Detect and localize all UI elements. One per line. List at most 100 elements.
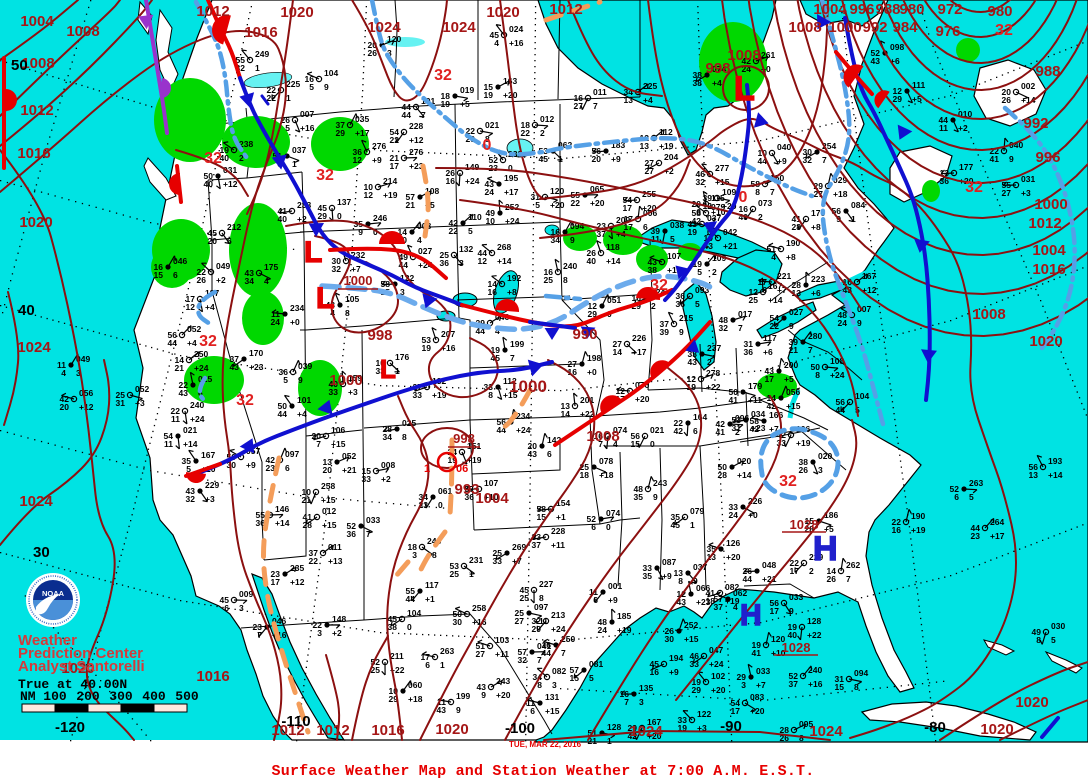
svg-text:5: 5	[468, 226, 473, 236]
svg-text:300: 300	[109, 689, 133, 704]
svg-text:45: 45	[220, 595, 230, 605]
svg-text:+23: +23	[249, 362, 264, 372]
svg-text:12: 12	[364, 190, 374, 200]
svg-text:True at 40.00N: True at 40.00N	[18, 677, 127, 692]
svg-text:1024: 1024	[809, 723, 843, 740]
svg-text:073: 073	[758, 198, 772, 208]
svg-text:074: 074	[606, 508, 620, 518]
svg-text:3: 3	[76, 368, 81, 378]
svg-text:229: 229	[809, 552, 823, 562]
svg-text:Surface Weather Map and Statio: Surface Weather Map and Station Weather …	[272, 763, 815, 780]
svg-text:120: 120	[387, 34, 401, 44]
svg-text:201: 201	[580, 395, 594, 405]
svg-text:194: 194	[669, 653, 683, 663]
svg-text:TUE, MAR 22, 2016: TUE, MAR 22, 2016	[509, 740, 582, 749]
svg-text:+0: +0	[587, 367, 597, 377]
svg-text:5: 5	[309, 82, 314, 92]
svg-text:17: 17	[765, 374, 775, 384]
svg-text:28: 28	[303, 520, 313, 530]
svg-text:26: 26	[1002, 95, 1012, 105]
svg-text:32: 32	[236, 392, 254, 409]
svg-text:15: 15	[835, 682, 845, 692]
svg-text:35: 35	[671, 512, 681, 522]
svg-text:41: 41	[990, 154, 1000, 164]
svg-text:167: 167	[768, 281, 782, 291]
svg-text:20: 20	[1002, 87, 1012, 97]
svg-text:093: 093	[695, 285, 709, 295]
svg-text:263: 263	[440, 646, 454, 656]
svg-text:+15: +15	[322, 520, 337, 530]
svg-text:7: 7	[808, 345, 813, 355]
svg-text:13: 13	[674, 568, 684, 578]
svg-text:+14: +14	[606, 256, 621, 266]
svg-text:45: 45	[388, 614, 398, 624]
svg-text:6: 6	[593, 595, 598, 605]
svg-text:19: 19	[441, 99, 451, 109]
svg-text:+3: +3	[135, 398, 145, 408]
svg-text:972: 972	[937, 1, 962, 18]
svg-text:9: 9	[653, 492, 658, 502]
svg-text:16: 16	[650, 667, 660, 677]
svg-text:107: 107	[484, 478, 498, 488]
svg-text:43: 43	[843, 285, 853, 295]
svg-text:+16: +16	[300, 123, 315, 133]
svg-text:232: 232	[351, 250, 365, 260]
svg-text:35: 35	[634, 492, 644, 502]
svg-text:29: 29	[532, 624, 542, 634]
svg-text:+14: +14	[275, 518, 290, 528]
svg-text:20: 20	[60, 402, 70, 412]
svg-text:56: 56	[836, 397, 846, 407]
svg-text:263: 263	[969, 478, 983, 488]
svg-text:44: 44	[406, 594, 416, 604]
svg-text:35: 35	[643, 571, 653, 581]
svg-text:14: 14	[561, 409, 571, 419]
svg-text:+10: +10	[484, 492, 499, 502]
svg-text:33: 33	[493, 556, 503, 566]
svg-text:+2: +2	[297, 214, 307, 224]
svg-text:43: 43	[648, 257, 658, 267]
svg-text:278: 278	[706, 368, 720, 378]
svg-text:52: 52	[587, 514, 597, 524]
svg-text:+12: +12	[223, 179, 238, 189]
svg-text:1004: 1004	[813, 1, 847, 18]
svg-text:33: 33	[413, 390, 423, 400]
svg-text:+2: +2	[216, 275, 226, 285]
svg-text:27: 27	[568, 359, 578, 369]
svg-text:214: 214	[383, 176, 397, 186]
svg-text:40: 40	[788, 630, 798, 640]
svg-text:8: 8	[854, 682, 859, 692]
svg-text:2: 2	[239, 153, 244, 163]
svg-text:37: 37	[660, 319, 670, 329]
svg-text:49: 49	[486, 208, 496, 218]
svg-text:50: 50	[729, 387, 739, 397]
svg-text:120: 120	[550, 186, 564, 196]
svg-text:+6: +6	[763, 347, 773, 357]
svg-text:103: 103	[495, 635, 509, 645]
svg-text:+24: +24	[418, 260, 433, 270]
svg-text:33: 33	[678, 715, 688, 725]
svg-text:9: 9	[1009, 154, 1014, 164]
svg-text:11: 11	[437, 697, 446, 707]
svg-text:128: 128	[607, 722, 621, 732]
svg-text:37: 37	[230, 354, 240, 364]
svg-text:57: 57	[518, 647, 528, 657]
svg-text:235: 235	[290, 563, 304, 573]
svg-text:+18: +18	[408, 694, 423, 704]
svg-text:9: 9	[324, 82, 329, 92]
svg-text:+24: +24	[709, 659, 724, 669]
svg-text:26: 26	[281, 115, 291, 125]
svg-text:+22: +22	[390, 665, 405, 675]
svg-text:32: 32	[532, 616, 542, 626]
svg-text:56: 56	[631, 431, 641, 441]
svg-text:148: 148	[332, 614, 346, 624]
svg-text:24: 24	[838, 318, 848, 328]
svg-text:8: 8	[799, 733, 804, 743]
svg-text:57: 57	[714, 594, 724, 604]
svg-text:204: 204	[664, 152, 678, 162]
svg-text:3: 3	[400, 287, 405, 297]
svg-text:21: 21	[406, 200, 416, 210]
svg-text:37: 37	[532, 540, 542, 550]
svg-text:262: 262	[846, 560, 860, 570]
svg-text:261: 261	[761, 50, 775, 60]
svg-text:8: 8	[678, 576, 683, 586]
